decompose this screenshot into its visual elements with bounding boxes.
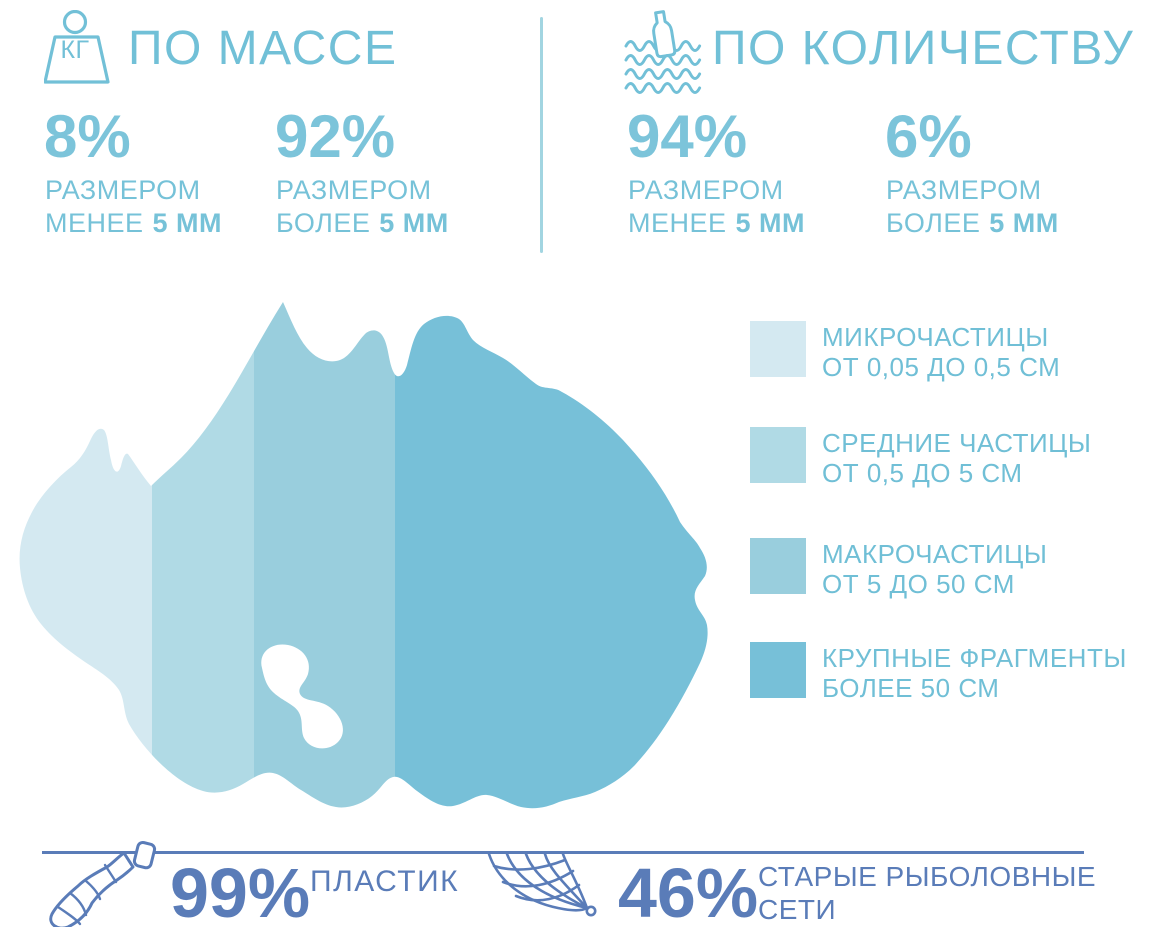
stat-value: 92% bbox=[275, 103, 396, 170]
legend-label: МИКРОЧАСТИЦЫ bbox=[822, 322, 1049, 352]
footer-rule-line bbox=[42, 851, 1084, 854]
patch-band-4 bbox=[395, 302, 708, 809]
bottle-in-waves-icon bbox=[624, 8, 702, 94]
stat-label-line1: РАЗМЕРОМ bbox=[628, 175, 784, 205]
legend-swatch bbox=[750, 538, 806, 594]
legend-item: МАКРОЧАСТИЦЫ ОТ 5 ДО 50 СМ bbox=[822, 539, 1047, 599]
legend-range: БОЛЕЕ 50 СМ bbox=[822, 673, 1000, 703]
crushed-plastic-bottle-icon bbox=[30, 833, 160, 927]
section-title-by-mass: ПО МАССЕ bbox=[128, 22, 398, 75]
stat-label-line1: РАЗМЕРОМ bbox=[45, 175, 201, 205]
stat-label-line1: РАЗМЕРОМ bbox=[886, 175, 1042, 205]
legend-item: СРЕДНИЕ ЧАСТИЦЫ ОТ 0,5 ДО 5 СМ bbox=[822, 428, 1091, 488]
footer-stat-label: ПЛАСТИК bbox=[310, 865, 460, 898]
section-title-by-count: ПО КОЛИЧЕСТВУ bbox=[712, 22, 1135, 75]
footer-stat-value: 46% bbox=[618, 854, 759, 927]
stat-label-line2: БОЛЕЕ 5 ММ bbox=[886, 208, 1059, 238]
legend-range: ОТ 0,05 ДО 0,5 СМ bbox=[822, 352, 1061, 382]
stat-label: РАЗМЕРОМ БОЛЕЕ 5 ММ bbox=[276, 174, 449, 240]
legend-item: КРУПНЫЕ ФРАГМЕНТЫ БОЛЕЕ 50 СМ bbox=[822, 643, 1127, 703]
legend-range: ОТ 0,5 ДО 5 СМ bbox=[822, 458, 1023, 488]
patch-segment-label: 53% bbox=[492, 804, 554, 836]
fishing-net-icon bbox=[486, 853, 601, 927]
legend-item: МИКРОЧАСТИЦЫ ОТ 0,05 ДО 0,5 СМ bbox=[822, 322, 1060, 382]
stat-label: РАЗМЕРОМ МЕНЕЕ 5 ММ bbox=[45, 174, 222, 240]
patch-segment-label: 13% bbox=[185, 804, 247, 836]
kg-weight-icon: КГ bbox=[44, 10, 110, 84]
legend-swatch bbox=[750, 642, 806, 698]
legend-label: СРЕДНИЕ ЧАСТИЦЫ bbox=[822, 428, 1092, 458]
stat-value: 6% bbox=[885, 103, 972, 170]
patch-band-2 bbox=[152, 302, 254, 809]
legend-label: КРУПНЫЕ ФРАГМЕНТЫ bbox=[822, 643, 1127, 673]
section-divider bbox=[540, 17, 543, 253]
legend-swatch bbox=[750, 427, 806, 483]
patch-band-1 bbox=[19, 302, 152, 809]
stat-label-line2: МЕНЕЕ 5 ММ bbox=[45, 208, 222, 238]
kg-icon-label: КГ bbox=[60, 36, 89, 64]
stat-label: РАЗМЕРОМ БОЛЕЕ 5 ММ bbox=[886, 174, 1059, 240]
stat-value: 94% bbox=[627, 103, 748, 170]
stat-label-line2: МЕНЕЕ 5 ММ bbox=[628, 208, 805, 238]
legend-label: МАКРОЧАСТИЦЫ bbox=[822, 539, 1048, 569]
garbage-patch-map: 8% 13% 26% 53% bbox=[0, 280, 740, 836]
patch-lagoon-hole bbox=[261, 644, 343, 749]
footer-stat-value: 99% bbox=[170, 854, 311, 927]
legend-swatch bbox=[750, 321, 806, 377]
patch-segment-label: 8% bbox=[78, 804, 122, 836]
patch-segment-label: 26% bbox=[294, 804, 356, 836]
stat-value: 8% bbox=[44, 103, 131, 170]
footer-stat-label-line1: СТАРЫЕ РЫБОЛОВНЫЕ bbox=[758, 861, 1097, 892]
stat-label: РАЗМЕРОМ МЕНЕЕ 5 ММ bbox=[628, 174, 805, 240]
footer-stat-label-line2: СЕТИ bbox=[758, 894, 837, 925]
legend-range: ОТ 5 ДО 50 СМ bbox=[822, 569, 1015, 599]
footer-stat-label: СТАРЫЕ РЫБОЛОВНЫЕ СЕТИ bbox=[758, 860, 1096, 926]
stat-label-line1: РАЗМЕРОМ bbox=[276, 175, 432, 205]
stat-label-line2: БОЛЕЕ 5 ММ bbox=[276, 208, 449, 238]
